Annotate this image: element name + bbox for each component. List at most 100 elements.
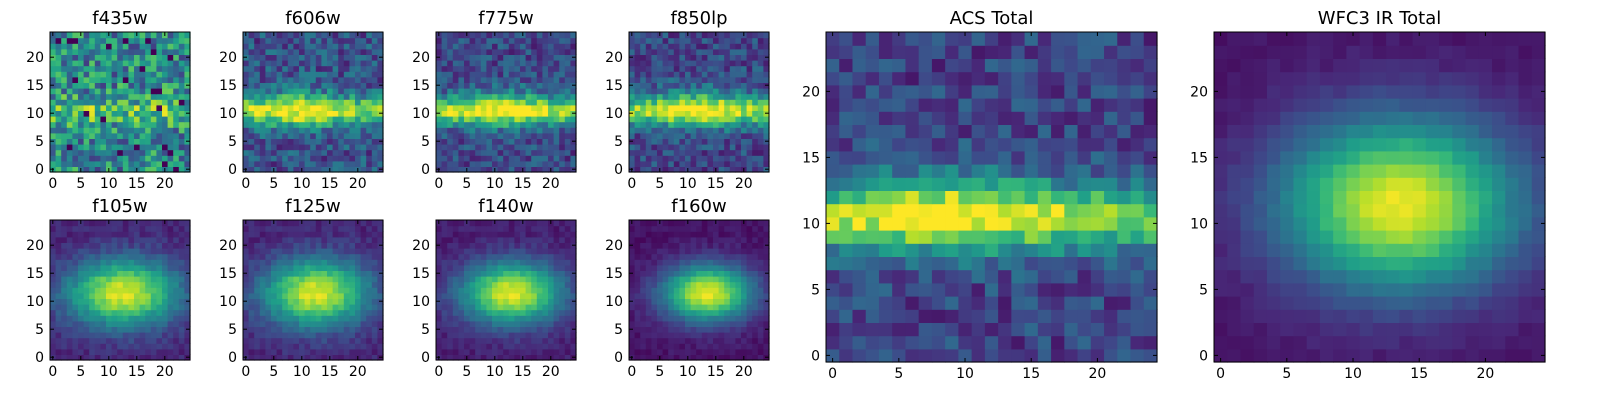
heatmap-cell <box>634 76 641 83</box>
heatmap-cell <box>536 32 543 39</box>
heatmap-cell <box>173 166 180 173</box>
heatmap-cell <box>66 348 73 355</box>
heatmap-cell <box>139 99 146 106</box>
heatmap-cell <box>564 60 571 67</box>
heatmap-cell <box>100 132 107 139</box>
heatmap-cell <box>128 276 135 283</box>
heatmap-cell <box>50 149 57 156</box>
heatmap-cell <box>690 43 697 50</box>
heatmap-cell <box>100 348 107 355</box>
heatmap-cell <box>145 116 152 123</box>
heatmap-cell <box>134 65 141 72</box>
heatmap-cell <box>173 32 180 39</box>
heatmap-cell <box>355 225 362 232</box>
heatmap-cell <box>752 332 759 339</box>
heatmap-cell <box>167 332 174 339</box>
heatmap-cell <box>741 292 748 299</box>
heatmap-cell <box>508 93 515 100</box>
heatmap-cell <box>486 149 493 156</box>
heatmap-cell <box>690 166 697 173</box>
heatmap-cell <box>315 121 322 128</box>
heatmap-cell <box>475 264 482 271</box>
heatmap-cell <box>94 110 101 117</box>
heatmap-cell <box>559 127 566 134</box>
heatmap-cell <box>178 264 185 271</box>
heatmap-cell <box>55 231 62 238</box>
heatmap-cell <box>553 348 560 355</box>
heatmap-cell <box>696 138 703 145</box>
heatmap-cell <box>645 287 652 294</box>
heatmap-cell <box>746 37 753 44</box>
heatmap-cell <box>371 138 378 145</box>
heatmap-cell <box>436 88 443 95</box>
heatmap-cell <box>503 225 510 232</box>
heatmap-cell <box>117 332 124 339</box>
heatmap-cell <box>162 264 169 271</box>
heatmap-cell <box>741 48 748 55</box>
heatmap-cell <box>111 149 118 156</box>
heatmap-cell <box>343 298 350 305</box>
heatmap-cell <box>66 320 73 327</box>
heatmap-cell <box>492 127 499 134</box>
heatmap-cell <box>184 132 191 139</box>
heatmap-cell <box>746 82 753 89</box>
heatmap-cell <box>701 326 708 333</box>
heatmap-cell <box>134 264 141 271</box>
heatmap-cell <box>94 54 101 61</box>
heatmap-cell <box>293 309 300 316</box>
heatmap-cell <box>287 264 294 271</box>
heatmap-cell <box>763 37 770 44</box>
heatmap-cell <box>128 166 135 173</box>
heatmap-cell <box>520 287 527 294</box>
heatmap-cell <box>696 43 703 50</box>
heatmap-cell <box>729 43 736 50</box>
heatmap-cell <box>83 259 90 266</box>
heatmap-cell <box>145 287 152 294</box>
heatmap-cell <box>122 320 129 327</box>
heatmap-cell <box>634 54 641 61</box>
heatmap-cell <box>542 155 549 162</box>
heatmap-cell <box>360 76 367 83</box>
heatmap-cell <box>525 309 532 316</box>
heatmap-cell <box>735 337 742 344</box>
heatmap-cell <box>713 343 720 350</box>
heatmap-cell <box>254 298 261 305</box>
heatmap-cell <box>447 32 454 39</box>
heatmap-cell <box>536 253 543 260</box>
heatmap-cell <box>178 110 185 117</box>
heatmap-cell <box>629 276 636 283</box>
heatmap-cell <box>178 281 185 288</box>
heatmap-cell <box>729 76 736 83</box>
heatmap-cell <box>327 248 334 255</box>
heatmap-cell <box>111 54 118 61</box>
heatmap-cell <box>89 270 96 277</box>
heatmap-cell <box>100 116 107 123</box>
heatmap-cell <box>634 292 641 299</box>
heatmap-cell <box>360 93 367 100</box>
heatmap-cell <box>117 65 124 72</box>
heatmap-cell <box>128 149 135 156</box>
heatmap-cell <box>117 225 124 232</box>
heatmap-cell <box>287 110 294 117</box>
heatmap-cell <box>61 71 68 78</box>
heatmap-cell <box>553 82 560 89</box>
heatmap-cell <box>259 88 266 95</box>
heatmap-cell <box>111 138 118 145</box>
heatmap-cell <box>106 127 113 134</box>
heatmap-cell <box>371 32 378 39</box>
heatmap-cell <box>480 259 487 266</box>
heatmap-cell <box>441 160 448 167</box>
heatmap-cell <box>310 276 317 283</box>
heatmap-cell <box>525 354 532 361</box>
heatmap-cell <box>531 166 538 173</box>
heatmap-cell <box>458 281 465 288</box>
heatmap-cell <box>553 281 560 288</box>
heatmap-cell <box>657 93 664 100</box>
heatmap-cell <box>271 65 278 72</box>
heatmap-cell <box>254 65 261 72</box>
heatmap-cell <box>83 354 90 361</box>
heatmap-cell <box>50 276 57 283</box>
heatmap-cell <box>469 270 476 277</box>
heatmap-cell <box>724 343 731 350</box>
heatmap-cell <box>355 149 362 156</box>
